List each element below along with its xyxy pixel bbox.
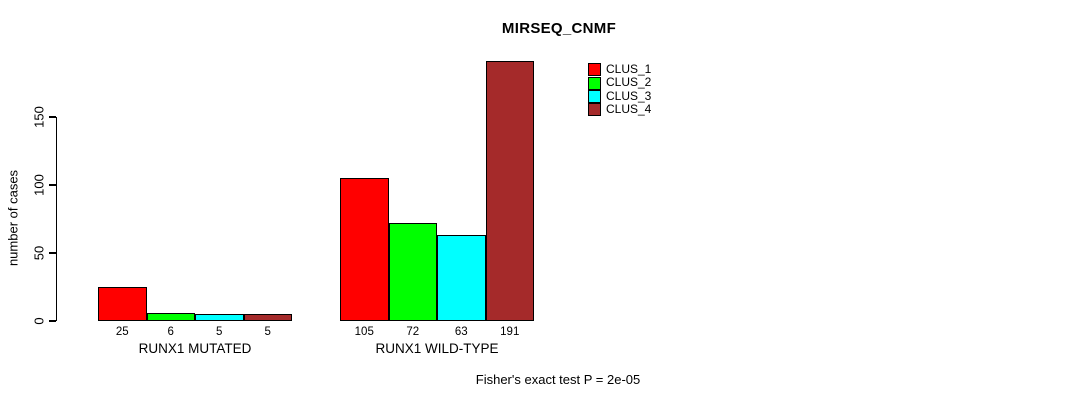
y-tick-label: 100: [31, 174, 47, 196]
legend-label-clus-3: CLUS_3: [606, 88, 652, 103]
bar-clus-1-runx1-mutated: [98, 287, 147, 321]
bar-value-label: 72: [406, 326, 420, 338]
bar-value-label: 6: [167, 326, 174, 338]
legend-item-clus-1: CLUS_1: [588, 62, 652, 77]
y-tick-label: 0: [31, 317, 47, 325]
x-group-label-runx1-wild-type: RUNX1 WILD-TYPE: [375, 341, 499, 356]
legend-label-clus-2: CLUS_2: [606, 75, 652, 90]
legend-item-clus-4: CLUS_4: [588, 102, 652, 117]
legend-swatch-clus-3: [588, 89, 601, 103]
y-tick: [48, 320, 56, 322]
bar-value-label: 105: [354, 326, 374, 338]
y-tick-label: 150: [31, 106, 47, 128]
bar-clus-3-runx1-wild-type: [437, 235, 486, 321]
legend-item-clus-3: CLUS_3: [588, 88, 652, 103]
legend-swatch-clus-4: [588, 103, 601, 117]
bar-clus-3-runx1-mutated: [195, 314, 244, 321]
y-tick: [48, 184, 56, 186]
legend-swatch-clus-1: [588, 63, 601, 77]
bar-clus-2-runx1-mutated: [146, 312, 195, 321]
legend-swatch-clus-2: [588, 76, 601, 90]
bar-clus-2-runx1-wild-type: [388, 223, 437, 321]
x-group-label-runx1-mutated: RUNX1 MUTATED: [138, 341, 252, 356]
bar-value-label: 63: [454, 326, 468, 338]
bar-clus-1-runx1-wild-type: [340, 178, 389, 321]
y-tick-label: 50: [31, 245, 47, 261]
bar-clus-4-runx1-wild-type: [485, 61, 534, 321]
legend-item-clus-2: CLUS_2: [588, 75, 652, 90]
fisher-test-annotation: Fisher's exact test P = 2e-05: [475, 372, 641, 387]
y-tick: [48, 252, 56, 254]
bar-value-label: 25: [115, 326, 129, 338]
chart-title: MIRSEQ_CNMF: [501, 20, 617, 37]
y-axis-line: [55, 117, 57, 321]
y-axis-label: number of cases: [5, 169, 21, 267]
y-tick: [48, 116, 56, 118]
bar-clus-4-runx1-mutated: [243, 314, 292, 321]
legend-label-clus-1: CLUS_1: [606, 62, 652, 76]
legend-label-clus-4: CLUS_4: [606, 102, 652, 117]
bar-value-label: 191: [500, 326, 520, 338]
bar-value-label: 5: [264, 326, 271, 338]
bar-value-label: 5: [216, 326, 223, 338]
legend: CLUS_1 CLUS_2 CLUS_3 CLUS_4: [588, 62, 652, 117]
